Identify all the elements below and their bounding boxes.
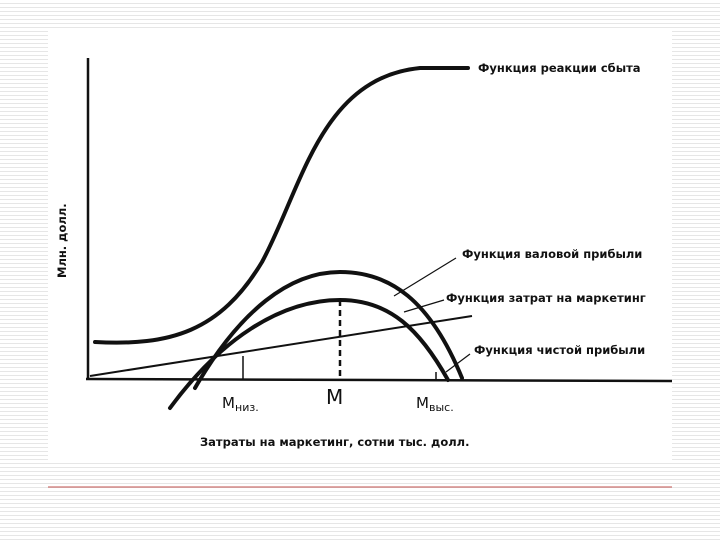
curve-label: Функция затрат на маркетинг <box>446 291 646 305</box>
x-axis-label: Затраты на маркетинг, сотни тыс. долл. <box>200 435 469 449</box>
cost-line <box>89 315 473 377</box>
marker-subscript: низ. <box>235 401 259 414</box>
leader <box>403 299 445 313</box>
curve-label: Функция валовой прибыли <box>462 247 642 261</box>
curve-label: Функция реакции сбыта <box>478 61 641 75</box>
leader <box>445 353 471 373</box>
panel <box>48 30 672 462</box>
sales-curve <box>93 66 470 345</box>
marker-subscript: выс. <box>429 401 454 414</box>
x-axis <box>85 377 673 383</box>
curve-label: Функция чистой прибыли <box>474 343 645 357</box>
marker-letter: M <box>416 394 429 412</box>
gross-profit-curve <box>193 269 464 390</box>
marker-letter: M <box>222 394 235 412</box>
marker-letter: M <box>326 385 343 409</box>
leader <box>393 257 457 297</box>
y-axis-label: Млн. долл. <box>55 203 69 278</box>
